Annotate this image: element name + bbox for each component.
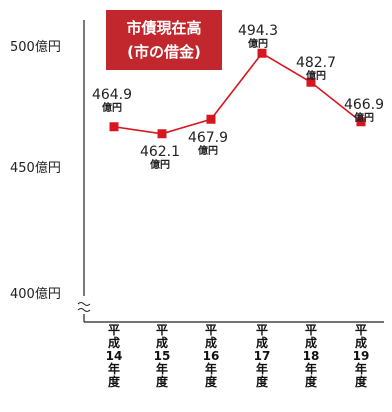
x-category-label-1: 平成15年度	[153, 323, 171, 389]
x-category-label-5: 平成19年度	[352, 323, 370, 389]
data-point-3	[257, 48, 267, 58]
data-label-0: 464.9 億円	[91, 87, 133, 115]
y-tick-label-500: 500億円	[10, 40, 61, 55]
data-point-1	[157, 129, 167, 139]
data-point-0	[109, 122, 119, 132]
data-label-4: 482.7 億円	[295, 55, 337, 83]
data-label-1: 462.1 億円	[139, 144, 181, 172]
data-point-2	[206, 114, 216, 124]
axis-break-mark	[77, 302, 91, 312]
x-category-label-3: 平成17年度	[253, 323, 271, 389]
data-label-2: 467.9 億円	[187, 130, 229, 158]
y-tick-label-450: 450億円	[10, 161, 61, 176]
chart-title: 市債現在高 (市の借金)	[106, 10, 222, 70]
chart-title-line2: (市の借金)	[127, 43, 201, 61]
x-category-label-0: 平成14年度	[105, 323, 123, 389]
data-label-5: 466.9 億円	[343, 97, 385, 125]
y-tick-label-400: 400億円	[10, 287, 61, 302]
data-point-4	[306, 77, 316, 87]
data-point-5	[356, 117, 366, 127]
x-category-label-4: 平成18年度	[302, 323, 320, 389]
data-label-3: 494.3 億円	[237, 23, 279, 51]
x-category-label-2: 平成16年度	[202, 323, 220, 389]
chart-title-line1: 市債現在高	[126, 19, 202, 37]
series-line	[113, 52, 362, 135]
